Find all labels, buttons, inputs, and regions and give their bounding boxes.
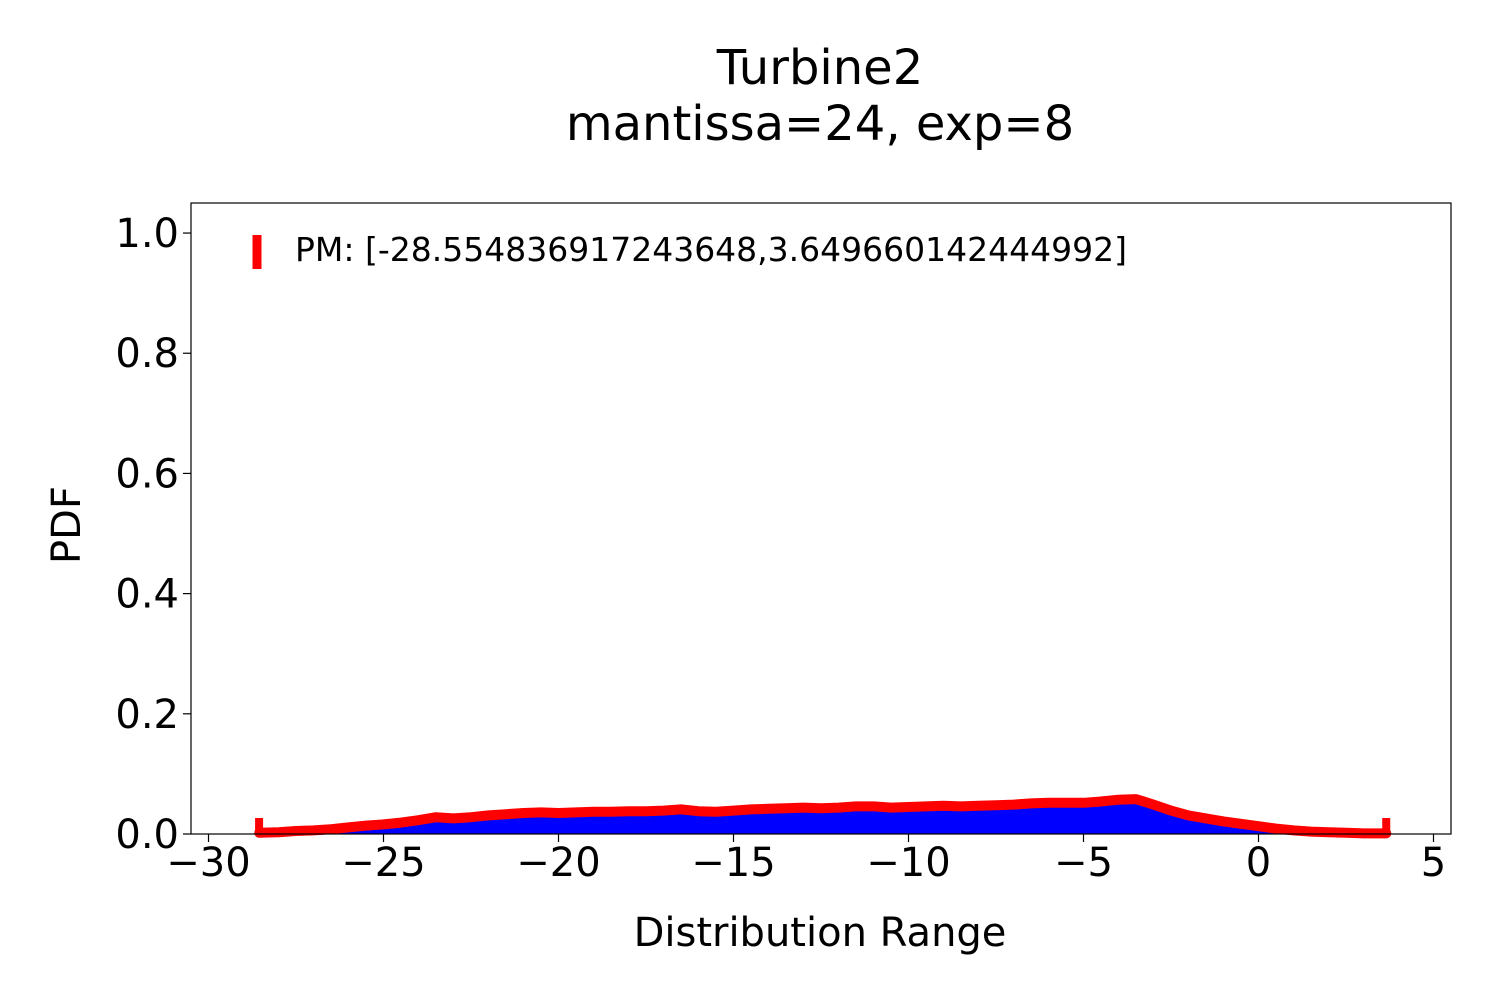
x-tick-label: 5: [1421, 840, 1446, 886]
pdf-curve-line: [254, 794, 1392, 839]
y-tick-label: 0.4: [115, 572, 179, 618]
axes-frame: [190, 202, 1452, 835]
y-tick-label: 1.0: [115, 211, 179, 257]
x-tick-label: −20: [516, 840, 600, 886]
y-tick-label: 0.0: [115, 812, 179, 858]
x-axis-ticks: −30 −25 −20 −15 −10 −5 0 5: [166, 834, 1446, 886]
legend: PM: [-28.554836917243648,3.6496601424449…: [252, 230, 1127, 269]
plot-area: [254, 794, 1392, 839]
y-axis-ticks: 0.0 0.2 0.4 0.6 0.8 1.0: [115, 211, 191, 858]
y-tick-label: 0.2: [115, 692, 179, 738]
chart-title: Turbine2: [716, 40, 923, 96]
y-tick-label: 0.8: [115, 331, 179, 377]
x-tick-label: −25: [341, 840, 425, 886]
x-tick-label: −30: [166, 840, 250, 886]
x-tick-label: −15: [691, 840, 775, 886]
y-axis-label: PDF: [44, 486, 90, 564]
x-tick-label: −10: [866, 840, 950, 886]
x-tick-label: 0: [1246, 840, 1271, 886]
y-tick-label: 0.6: [115, 451, 179, 497]
x-tick-label: −5: [1054, 840, 1113, 886]
chart-subtitle: mantissa=24, exp=8: [566, 96, 1074, 152]
pdf-area-fill: [259, 799, 1387, 834]
x-axis-label: Distribution Range: [634, 910, 1007, 956]
legend-label: PM: [-28.554836917243648,3.6496601424449…: [295, 230, 1127, 269]
